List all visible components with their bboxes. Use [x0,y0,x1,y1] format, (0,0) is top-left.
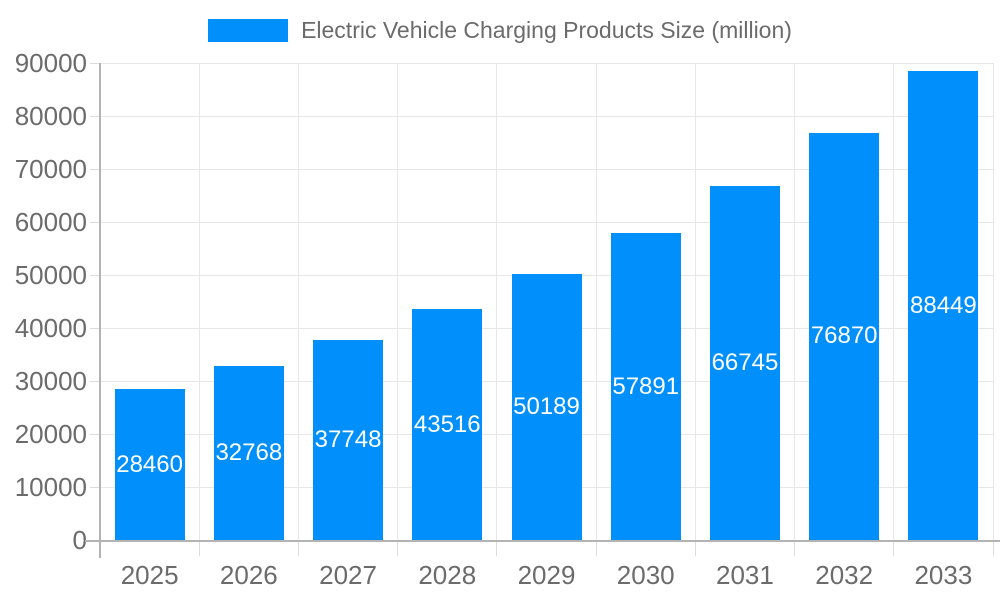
bar[interactable]: 32768 [213,366,284,540]
x-gridline [595,63,597,540]
bar-value-label: 57891 [612,372,680,400]
x-gridline [496,63,498,540]
x-axis-label: 2033 [914,560,973,590]
x-axis-tick [496,540,498,556]
y-axis-label: 10000 [14,472,87,502]
x-axis-label: 2028 [418,560,477,590]
y-axis-tick [90,327,100,329]
y-axis-tick [90,274,100,276]
x-gridline [297,63,299,540]
bar[interactable]: 76870 [809,132,880,540]
bar-value-label: 37748 [314,425,382,453]
bar[interactable]: 43516 [412,309,483,540]
y-axis-label: 70000 [14,154,87,184]
bar-value-label: 88449 [910,291,977,319]
x-axis-tick [595,540,597,556]
x-axis-label: 2025 [120,560,179,590]
y-axis-label: 30000 [14,366,87,396]
y-axis-label: 40000 [14,313,87,343]
x-gridline [992,63,994,540]
y-axis-tick [90,168,100,170]
y-axis-line [99,63,101,558]
y-gridline [100,62,993,64]
x-axis-line [85,540,1000,542]
y-axis-tick [90,486,100,488]
x-axis-label: 2031 [716,560,774,590]
x-axis-tick [694,540,696,556]
y-axis-label: 80000 [14,101,87,131]
y-axis-tick [90,433,100,435]
x-axis-label: 2030 [616,560,675,590]
x-axis-label: 2026 [219,560,278,590]
y-axis-label: 0 [72,525,87,555]
x-axis-label: 2027 [319,560,377,590]
legend-label: Electric Vehicle Charging Products Size … [301,17,792,43]
x-axis-tick [992,540,994,556]
y-axis-tick [90,380,100,382]
x-axis-tick [297,540,299,556]
x-axis-tick [397,540,399,556]
y-axis-tick [90,62,100,64]
y-axis-tick [90,221,100,223]
bar[interactable]: 88449 [908,71,979,540]
x-gridline [794,63,796,540]
bar[interactable]: 28460 [114,389,185,540]
x-axis-label: 2032 [815,560,874,590]
y-axis-label: 50000 [14,260,87,290]
bar-value-label: 66745 [711,349,779,377]
bar-value-label: 32768 [215,439,283,467]
y-axis-label: 20000 [14,419,87,449]
x-gridline [198,63,200,540]
bar-value-label: 28460 [116,450,183,478]
bar[interactable]: 50189 [511,273,582,540]
x-axis-tick [794,540,796,556]
x-axis-label: 2029 [517,560,576,590]
y-axis-label: 90000 [14,48,87,78]
bar-value-label: 50189 [513,392,580,420]
bar[interactable]: 66745 [709,186,780,540]
bar[interactable]: 37748 [313,339,384,540]
bar-value-label: 43516 [413,410,481,438]
x-gridline [893,63,895,540]
x-axis-tick [198,540,200,556]
x-axis-tick [893,540,895,556]
legend-swatch [208,19,289,42]
bar[interactable]: 57891 [610,233,681,540]
y-gridline [100,221,993,223]
x-gridline [397,63,399,540]
y-axis-label: 60000 [14,207,87,237]
x-gridline [694,63,696,540]
y-gridline [100,168,993,170]
y-axis-tick [90,115,100,117]
bar-value-label: 76870 [810,322,878,350]
legend-item[interactable]: Electric Vehicle Charging Products Size … [0,17,1000,44]
y-gridline [100,115,993,117]
